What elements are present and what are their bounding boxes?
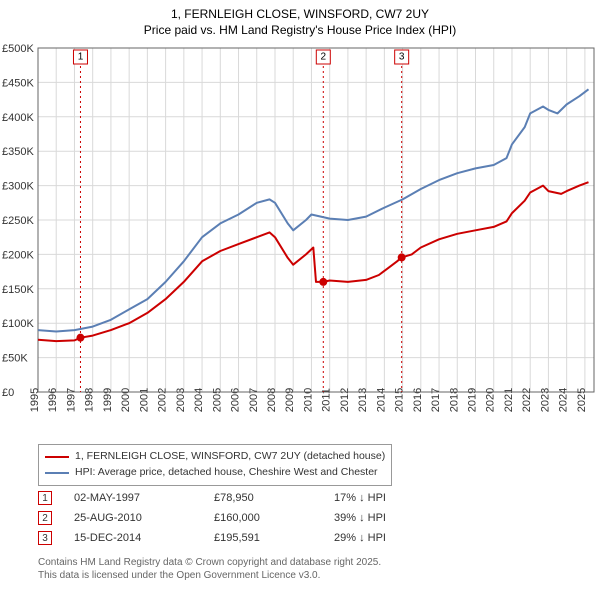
svg-text:£450K: £450K: [2, 77, 34, 89]
title-line2: Price paid vs. HM Land Registry's House …: [0, 22, 600, 38]
svg-text:1999: 1999: [102, 388, 114, 412]
svg-text:1998: 1998: [84, 388, 96, 412]
svg-text:2022: 2022: [521, 388, 533, 412]
footer-line2: This data is licensed under the Open Gov…: [38, 569, 381, 582]
legend-row-hpi: HPI: Average price, detached house, Ches…: [45, 465, 385, 481]
event-row-2: 2 25-AUG-2010 £160,000 39% ↓ HPI: [38, 508, 454, 528]
svg-text:2014: 2014: [375, 388, 387, 412]
svg-text:3: 3: [399, 52, 405, 63]
event-price-2: £160,000: [214, 512, 334, 524]
svg-text:1997: 1997: [65, 388, 77, 412]
svg-text:2002: 2002: [157, 388, 169, 412]
event-row-1: 1 02-MAY-1997 £78,950 17% ↓ HPI: [38, 488, 454, 508]
svg-text:2021: 2021: [503, 388, 515, 412]
svg-text:2000: 2000: [120, 388, 132, 412]
svg-text:2025: 2025: [576, 388, 588, 412]
title-block: 1, FERNLEIGH CLOSE, WINSFORD, CW7 2UY Pr…: [0, 0, 600, 38]
svg-text:2008: 2008: [266, 388, 278, 412]
svg-text:1: 1: [78, 52, 84, 63]
svg-text:2005: 2005: [211, 388, 223, 412]
svg-text:1995: 1995: [29, 388, 41, 412]
chart-area: £0 £50K £100K £150K £200K £250K £300K £350K £400…: [0, 44, 600, 440]
legend-label-hpi: HPI: Average price, detached house, Ches…: [75, 465, 378, 481]
chart-svg: £0 £50K £100K £150K £200K £250K £300K £350K £400…: [0, 44, 600, 440]
svg-text:2016: 2016: [412, 388, 424, 412]
event-marker-3: 3: [38, 531, 52, 545]
title-line1: 1, FERNLEIGH CLOSE, WINSFORD, CW7 2UY: [0, 6, 600, 22]
legend-swatch-hpi: [45, 472, 69, 474]
svg-text:2010: 2010: [302, 388, 314, 412]
svg-text:£250K: £250K: [2, 215, 34, 227]
legend-swatch-price: [45, 456, 69, 458]
svg-text:£0: £0: [2, 387, 14, 399]
svg-text:£200K: £200K: [2, 249, 34, 261]
svg-text:2006: 2006: [230, 388, 242, 412]
legend: 1, FERNLEIGH CLOSE, WINSFORD, CW7 2UY (d…: [38, 444, 392, 486]
svg-text:2023: 2023: [539, 388, 551, 412]
svg-text:£500K: £500K: [2, 44, 34, 55]
chart-container: 1, FERNLEIGH CLOSE, WINSFORD, CW7 2UY Pr…: [0, 0, 600, 590]
svg-text:2017: 2017: [430, 388, 442, 412]
event-pct-1: 17% ↓ HPI: [334, 492, 454, 504]
svg-text:£150K: £150K: [2, 284, 34, 296]
event-date-2: 25-AUG-2010: [74, 512, 214, 524]
event-row-3: 3 15-DEC-2014 £195,591 29% ↓ HPI: [38, 528, 454, 548]
svg-text:£300K: £300K: [2, 181, 34, 193]
svg-text:2024: 2024: [558, 388, 570, 412]
event-price-1: £78,950: [214, 492, 334, 504]
event-price-3: £195,591: [214, 532, 334, 544]
svg-text:2: 2: [321, 52, 327, 63]
event-pct-2: 39% ↓ HPI: [334, 512, 454, 524]
svg-text:2020: 2020: [485, 388, 497, 412]
event-date-1: 02-MAY-1997: [74, 492, 214, 504]
svg-text:1996: 1996: [47, 388, 59, 412]
legend-row-price: 1, FERNLEIGH CLOSE, WINSFORD, CW7 2UY (d…: [45, 449, 385, 465]
events-table: 1 02-MAY-1997 £78,950 17% ↓ HPI 2 25-AUG…: [38, 488, 454, 548]
event-pct-3: 29% ↓ HPI: [334, 532, 454, 544]
event-marker-2: 2: [38, 511, 52, 525]
svg-text:£50K: £50K: [2, 353, 28, 365]
event-date-3: 15-DEC-2014: [74, 532, 214, 544]
legend-label-price: 1, FERNLEIGH CLOSE, WINSFORD, CW7 2UY (d…: [75, 449, 385, 465]
svg-text:£350K: £350K: [2, 146, 34, 158]
footer-note: Contains HM Land Registry data © Crown c…: [38, 556, 381, 582]
svg-text:2018: 2018: [448, 388, 460, 412]
svg-text:2013: 2013: [357, 388, 369, 412]
svg-text:2019: 2019: [467, 388, 479, 412]
svg-text:2001: 2001: [138, 388, 150, 412]
svg-text:2003: 2003: [175, 388, 187, 412]
svg-text:2015: 2015: [394, 388, 406, 412]
svg-text:2004: 2004: [193, 388, 205, 412]
svg-text:2009: 2009: [284, 388, 296, 412]
footer-line1: Contains HM Land Registry data © Crown c…: [38, 556, 381, 569]
svg-text:2012: 2012: [339, 388, 351, 412]
svg-text:£100K: £100K: [2, 318, 34, 330]
event-marker-1: 1: [38, 491, 52, 505]
svg-text:2007: 2007: [248, 388, 260, 412]
svg-text:£400K: £400K: [2, 112, 34, 124]
